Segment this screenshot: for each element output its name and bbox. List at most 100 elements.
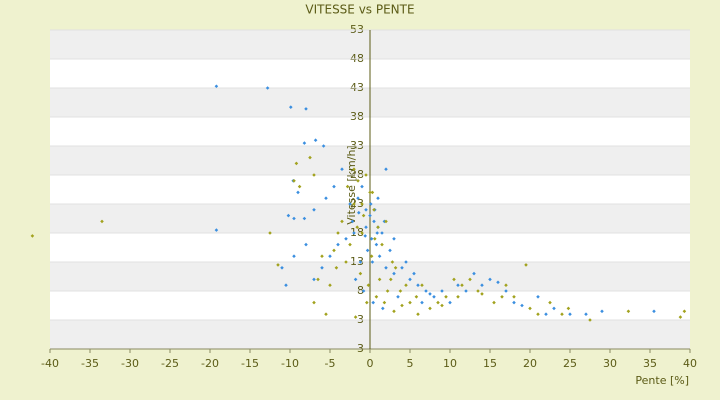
data-point <box>292 179 296 183</box>
data-point <box>364 225 368 229</box>
data-point <box>536 312 540 316</box>
data-point <box>504 283 508 287</box>
data-point <box>369 254 374 258</box>
data-point <box>296 190 300 195</box>
data-point <box>488 277 492 282</box>
data-point <box>504 289 508 293</box>
data-point <box>496 280 500 285</box>
data-point <box>384 167 388 171</box>
data-point <box>472 271 476 276</box>
x-tick-label: 30 <box>603 357 617 370</box>
data-point <box>373 237 377 241</box>
data-point <box>368 190 372 195</box>
data-point <box>552 306 556 311</box>
data-point <box>316 277 320 282</box>
data-point <box>512 295 516 299</box>
data-point <box>265 86 270 90</box>
data-point <box>360 202 364 206</box>
data-point <box>370 260 375 264</box>
x-tick-label: -15 <box>241 357 259 370</box>
data-point <box>363 234 367 238</box>
chart-title: VITESSE vs PENTE <box>305 3 414 17</box>
data-point <box>332 248 336 253</box>
data-point <box>682 309 687 314</box>
data-point <box>292 254 296 258</box>
data-point <box>440 303 444 308</box>
data-point <box>328 283 332 287</box>
data-point <box>464 289 468 293</box>
data-point <box>332 184 336 189</box>
data-point <box>355 225 359 229</box>
data-point <box>480 283 484 287</box>
data-point <box>364 208 368 212</box>
data-point <box>392 309 396 314</box>
data-point <box>312 277 316 282</box>
x-tick-label: 10 <box>443 357 457 370</box>
data-point <box>365 248 370 253</box>
data-point <box>345 184 350 189</box>
data-point <box>340 219 344 224</box>
data-point <box>480 292 484 296</box>
x-tick-label: -25 <box>161 357 179 370</box>
data-point <box>500 295 504 299</box>
data-point <box>492 300 496 305</box>
data-point <box>371 300 375 305</box>
data-point <box>328 254 332 258</box>
data-point <box>214 84 219 89</box>
data-point <box>312 300 316 305</box>
data-point <box>440 289 444 293</box>
data-point <box>368 213 372 218</box>
x-tick-label: -40 <box>41 357 59 370</box>
data-point <box>361 289 366 293</box>
data-point <box>352 202 356 206</box>
data-point <box>390 260 395 264</box>
data-point <box>420 300 424 305</box>
data-point <box>320 254 324 258</box>
data-point <box>358 271 363 276</box>
data-point <box>444 295 448 299</box>
x-tick-label: -5 <box>325 357 336 370</box>
data-point <box>512 300 516 305</box>
data-point <box>344 260 348 264</box>
data-point <box>404 260 408 264</box>
data-point <box>600 309 604 314</box>
x-tick-label: -10 <box>281 357 299 370</box>
data-point <box>456 295 460 299</box>
x-tick-label: 20 <box>523 357 537 370</box>
data-point <box>356 179 360 183</box>
data-point <box>400 266 404 270</box>
data-point <box>312 173 316 177</box>
x-tick-label: 0 <box>367 357 374 370</box>
data-point <box>369 202 373 206</box>
data-point <box>678 315 683 319</box>
data-point <box>524 263 528 267</box>
data-point <box>432 295 436 299</box>
data-point <box>428 292 432 296</box>
data-point <box>420 283 424 287</box>
data-point <box>366 283 371 287</box>
data-point <box>380 231 384 235</box>
data-point <box>414 295 419 299</box>
data-point <box>286 213 291 218</box>
data-point <box>336 231 340 235</box>
data-point <box>348 202 352 206</box>
data-point <box>336 242 340 247</box>
data-point <box>416 312 420 316</box>
data-point <box>476 289 480 293</box>
data-point <box>374 295 379 299</box>
data-point <box>377 277 382 282</box>
data-point <box>294 161 299 166</box>
data-point <box>297 184 302 189</box>
data-point <box>324 196 328 200</box>
data-point <box>652 309 656 314</box>
data-point <box>384 219 388 224</box>
data-point <box>452 277 456 282</box>
x-axis-title: Pente [%] <box>635 374 689 387</box>
data-point <box>361 213 366 218</box>
x-tick-label: 35 <box>643 357 657 370</box>
data-point <box>321 144 326 148</box>
data-point <box>344 237 348 241</box>
x-tick-label: 15 <box>483 357 497 370</box>
data-point <box>334 266 339 270</box>
data-point <box>385 289 390 293</box>
